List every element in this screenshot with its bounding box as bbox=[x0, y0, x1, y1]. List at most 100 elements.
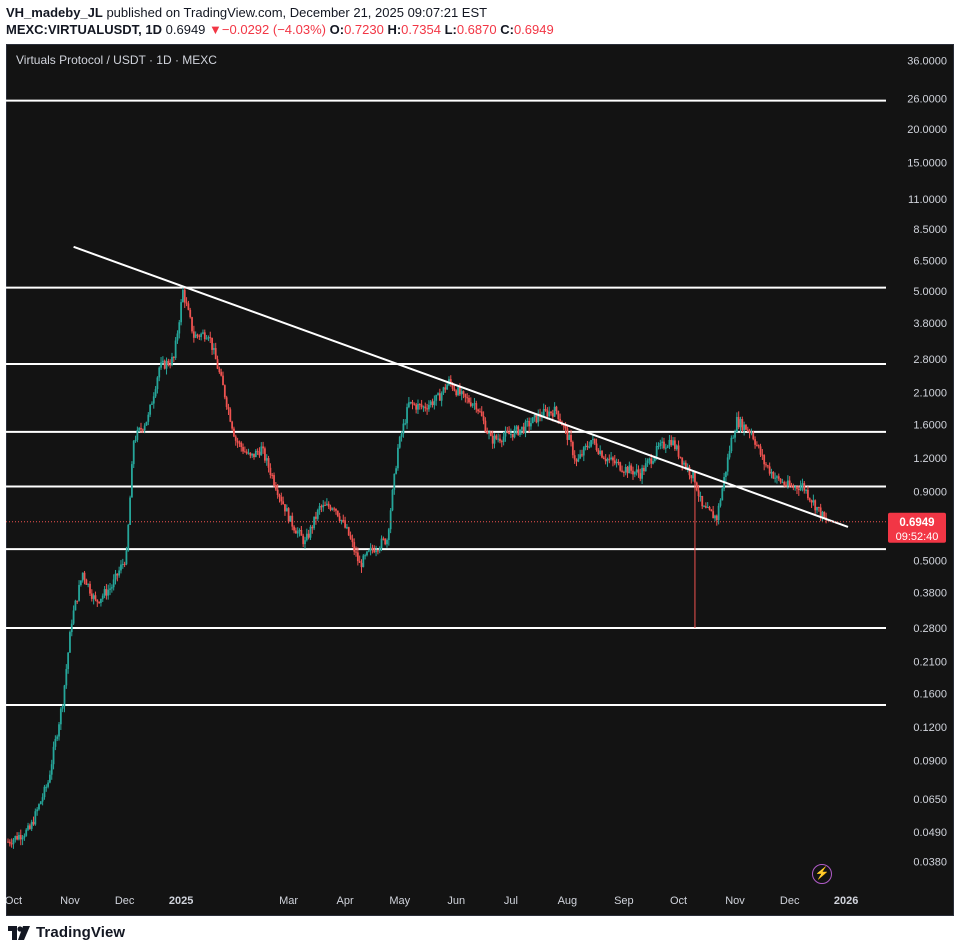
candle bbox=[160, 357, 162, 370]
y-tick-label: 0.9000 bbox=[913, 487, 947, 499]
candle bbox=[238, 440, 241, 448]
candle bbox=[491, 430, 494, 449]
candle bbox=[362, 553, 365, 568]
high-label: H: bbox=[387, 22, 402, 37]
candle bbox=[599, 445, 602, 456]
candle bbox=[617, 459, 620, 466]
candle bbox=[355, 546, 357, 557]
candle bbox=[661, 437, 664, 449]
y-tick-label: 0.0650 bbox=[913, 794, 947, 806]
candle bbox=[38, 803, 40, 811]
candle bbox=[21, 835, 24, 846]
candle bbox=[225, 395, 228, 410]
x-tick-label: Nov bbox=[725, 895, 745, 907]
candle bbox=[149, 404, 152, 418]
candle bbox=[293, 525, 295, 534]
candle bbox=[488, 430, 490, 440]
candle bbox=[619, 461, 622, 472]
candle bbox=[322, 500, 325, 512]
candle bbox=[442, 386, 445, 395]
candle bbox=[763, 454, 766, 471]
candle bbox=[254, 449, 257, 458]
candle bbox=[595, 438, 598, 452]
candle bbox=[748, 428, 751, 439]
y-tick-label: 15.0000 bbox=[907, 158, 947, 170]
candle bbox=[112, 574, 115, 591]
candle bbox=[136, 426, 139, 443]
candle bbox=[335, 508, 337, 515]
candle bbox=[592, 435, 594, 445]
candle bbox=[734, 429, 736, 443]
candle bbox=[522, 422, 525, 435]
candle bbox=[103, 586, 106, 599]
candle bbox=[165, 357, 168, 375]
publisher-name[interactable]: VH_madeby_JL bbox=[6, 5, 103, 20]
candle bbox=[249, 452, 252, 459]
candle bbox=[482, 411, 485, 425]
candle bbox=[766, 464, 769, 469]
candle bbox=[58, 722, 60, 741]
candle bbox=[107, 584, 110, 600]
candle bbox=[356, 547, 359, 566]
candle bbox=[639, 468, 642, 482]
price-change: −0.0292 (−4.03%) bbox=[221, 22, 326, 37]
candle bbox=[191, 316, 193, 334]
candle bbox=[768, 462, 771, 476]
candle bbox=[519, 429, 521, 437]
candle bbox=[271, 472, 274, 479]
candle bbox=[528, 417, 531, 433]
candle bbox=[555, 405, 558, 415]
lightning-bolt-icon[interactable]: ⚡ bbox=[812, 864, 832, 884]
x-tick-label: May bbox=[389, 895, 410, 907]
ohlc-line: MEXC:VIRTUALUSDT, 1D 0.6949 ▼−0.0292 (−4… bbox=[6, 22, 554, 37]
candle bbox=[256, 448, 259, 455]
candle bbox=[8, 839, 11, 847]
candle bbox=[699, 491, 702, 502]
candle bbox=[384, 538, 387, 546]
candle bbox=[389, 507, 392, 534]
candle bbox=[464, 393, 467, 403]
candle bbox=[23, 833, 26, 841]
candle bbox=[387, 527, 390, 546]
candle bbox=[770, 468, 773, 479]
chart-pane[interactable] bbox=[6, 44, 954, 916]
candle bbox=[70, 619, 73, 637]
candle bbox=[409, 401, 412, 405]
candle bbox=[754, 436, 756, 449]
candle bbox=[127, 523, 130, 552]
candle bbox=[757, 444, 760, 449]
candle bbox=[520, 426, 523, 435]
candle bbox=[30, 819, 33, 831]
candle bbox=[613, 455, 616, 466]
candle bbox=[89, 581, 91, 596]
x-tick-label: Nov bbox=[60, 895, 80, 907]
candle bbox=[52, 741, 55, 770]
tradingview-logo[interactable]: TradingView bbox=[8, 924, 125, 941]
candle bbox=[694, 471, 696, 629]
candle bbox=[608, 454, 611, 464]
candle bbox=[395, 465, 398, 475]
candle bbox=[659, 439, 662, 450]
candle bbox=[471, 402, 474, 408]
candle bbox=[49, 770, 51, 784]
published-text: published on TradingView.com, December 2… bbox=[106, 5, 488, 20]
x-tick-label: Dec bbox=[115, 895, 135, 907]
candle bbox=[269, 463, 272, 479]
candle bbox=[553, 402, 556, 417]
candle bbox=[480, 406, 483, 417]
candle bbox=[615, 458, 618, 468]
candle bbox=[783, 480, 786, 487]
candle bbox=[635, 463, 638, 476]
candle bbox=[506, 426, 509, 434]
candle bbox=[681, 457, 684, 471]
price-chart[interactable]: 36.0000 26.0000 20.0000 15.0000 11.0000 8.500… bbox=[6, 44, 954, 916]
candle bbox=[510, 428, 512, 439]
publication-header: VH_madeby_JL published on TradingView.co… bbox=[0, 0, 960, 44]
candle bbox=[577, 454, 580, 463]
candle bbox=[675, 444, 678, 451]
candle bbox=[550, 411, 552, 416]
last-price-badge-value: 0.6949 bbox=[899, 517, 934, 529]
candle bbox=[27, 822, 29, 832]
x-tick-label: Jul bbox=[504, 895, 518, 907]
candle bbox=[622, 470, 625, 477]
